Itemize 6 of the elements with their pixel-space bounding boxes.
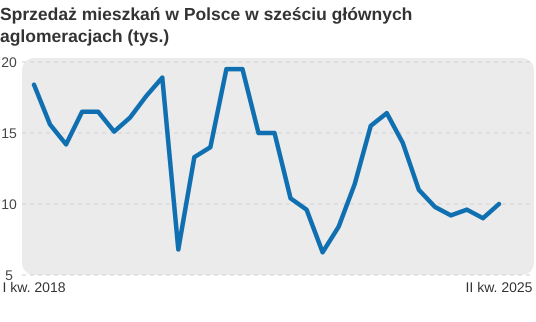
y-tick-label: 10 [1, 196, 17, 212]
chart-title: Sprzedaż mieszkań w Polsce w sześciu głównych aglomeracjach (tys.) [0, 4, 412, 46]
y-tick-label: 20 [1, 54, 17, 70]
x-tick-label: II kw. 2025 [466, 279, 533, 295]
y-tick-label: 15 [1, 124, 17, 141]
line-series [32, 66, 502, 255]
